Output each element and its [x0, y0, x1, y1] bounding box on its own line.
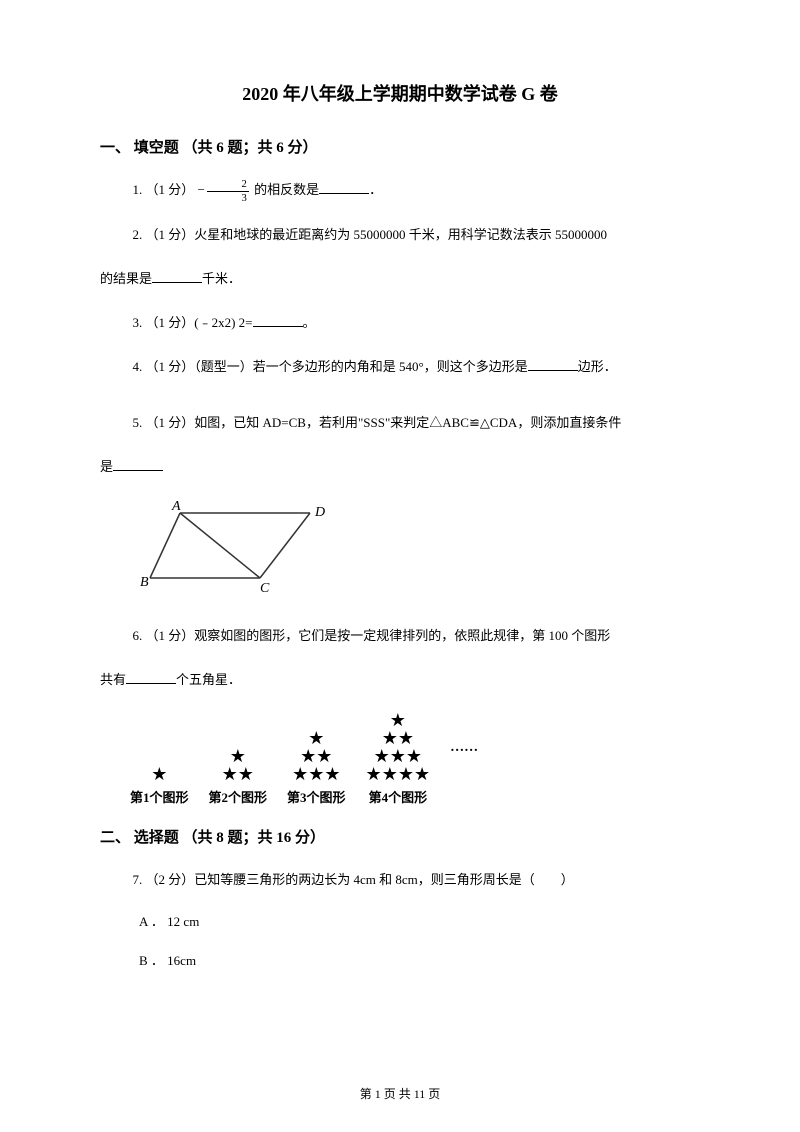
star-label-2: 第2个图形: [209, 787, 268, 806]
star-icon: ★: [300, 747, 316, 765]
question-6: 6. （1 分）观察如图的图形，它们是按一定规律排列的，依照此规律，第 100 …: [100, 623, 700, 649]
star-icon: ★: [151, 765, 167, 783]
q1-suffix: 的相反数是: [254, 182, 319, 197]
figure-parallelogram: A D B C: [140, 498, 700, 603]
blank-input[interactable]: [152, 269, 202, 283]
label-B: B: [140, 575, 149, 590]
q6-end: 个五角星．: [176, 672, 241, 687]
star-group-3: ★ ★★ ★★★ 第3个图形: [287, 729, 346, 806]
star-label-4: 第4个图形: [369, 787, 428, 806]
question-2-cont: 的结果是 千米．: [100, 266, 700, 292]
label-A: A: [171, 499, 181, 514]
blank-input[interactable]: [113, 457, 163, 471]
star-icon: ★: [406, 747, 422, 765]
question-7: 7. （2 分）已知等腰三角形的两边长为 4cm 和 8cm，则三角形周长是（ …: [100, 867, 700, 893]
q4-end: 边形．: [578, 359, 617, 374]
star-icon: ★: [398, 729, 414, 747]
q2-cont-text: 的结果是: [100, 271, 152, 286]
star-group-1: ★ 第1个图形: [130, 765, 189, 806]
q1-minus: −: [198, 182, 205, 197]
blank-input[interactable]: [319, 180, 369, 194]
blank-input[interactable]: [528, 357, 578, 371]
q1-numerator: 2: [207, 178, 249, 191]
star-icon: ★: [292, 765, 308, 783]
blank-input[interactable]: [126, 670, 176, 684]
ellipsis-icon: ……: [450, 740, 478, 756]
q1-end: ．: [369, 182, 382, 197]
question-5: 5. （1 分）如图，已知 AD=CB，若利用"SSS"来判定△ABC≌△CDA…: [100, 410, 700, 436]
q3-prefix: 3. （1 分）(﹣2x2) 2=: [133, 315, 253, 330]
q1-fraction: 23: [207, 178, 249, 203]
section-1-header: 一、 填空题 （共 6 题；共 6 分）: [100, 136, 700, 157]
star-group-2: ★ ★★ 第2个图形: [209, 747, 268, 806]
option-b[interactable]: B ． 16cm: [139, 950, 700, 969]
question-5-cont: 是: [100, 454, 700, 480]
option-a[interactable]: A ． 12 cm: [139, 911, 700, 930]
star-group-4: ★ ★★ ★★★ ★★★★ 第4个图形: [366, 711, 431, 806]
q4-prefix: 4. （1 分）（题型一）若一个多边形的内角和是 540°，则这个多边形是: [133, 359, 528, 374]
blank-input[interactable]: [253, 313, 303, 327]
star-icon: ★: [374, 747, 390, 765]
q1-prefix: 1. （1 分）: [133, 182, 195, 197]
page-title: 2020 年八年级上学期期中数学试卷 G 卷: [100, 80, 700, 106]
star-icon: ★: [308, 729, 324, 747]
star-icon: ★: [390, 711, 406, 729]
q1-denominator: 3: [207, 192, 249, 204]
figure-stars: ★ 第1个图形 ★ ★★ 第2个图形 ★ ★★ ★★★ 第3个图形 ★ ★★ ★…: [130, 711, 700, 806]
star-icon: ★: [382, 765, 398, 783]
q2-end: 千米．: [202, 271, 241, 286]
star-icon: ★: [222, 765, 238, 783]
star-icon: ★: [366, 765, 382, 783]
star-icon: ★: [414, 765, 430, 783]
question-1: 1. （1 分） −23 的相反数是 ．: [100, 177, 700, 204]
label-C: C: [260, 581, 270, 596]
star-icon: ★: [324, 765, 340, 783]
star-icon: ★: [238, 765, 254, 783]
star-label-3: 第3个图形: [287, 787, 346, 806]
section-2-header: 二、 选择题 （共 8 题；共 16 分）: [100, 826, 700, 847]
question-6-cont: 共有 个五角星．: [100, 667, 700, 693]
page-footer: 第 1 页 共 11 页: [0, 1085, 800, 1102]
question-3: 3. （1 分）(﹣2x2) 2= 。: [100, 310, 700, 336]
star-icon: ★: [230, 747, 246, 765]
star-icon: ★: [390, 747, 406, 765]
star-icon: ★: [382, 729, 398, 747]
star-label-1: 第1个图形: [130, 787, 189, 806]
star-icon: ★: [308, 765, 324, 783]
star-icon: ★: [316, 747, 332, 765]
label-D: D: [314, 505, 325, 520]
parallelogram-svg: A D B C: [140, 498, 340, 598]
q6-cont-text: 共有: [100, 672, 126, 687]
question-2: 2. （1 分）火星和地球的最近距离约为 55000000 千米，用科学记数法表…: [100, 222, 700, 248]
star-icon: ★: [398, 765, 414, 783]
q5-cont-text: 是: [100, 459, 113, 474]
q3-end: 。: [303, 315, 316, 330]
question-4: 4. （1 分）（题型一）若一个多边形的内角和是 540°，则这个多边形是 边形．: [100, 354, 700, 380]
